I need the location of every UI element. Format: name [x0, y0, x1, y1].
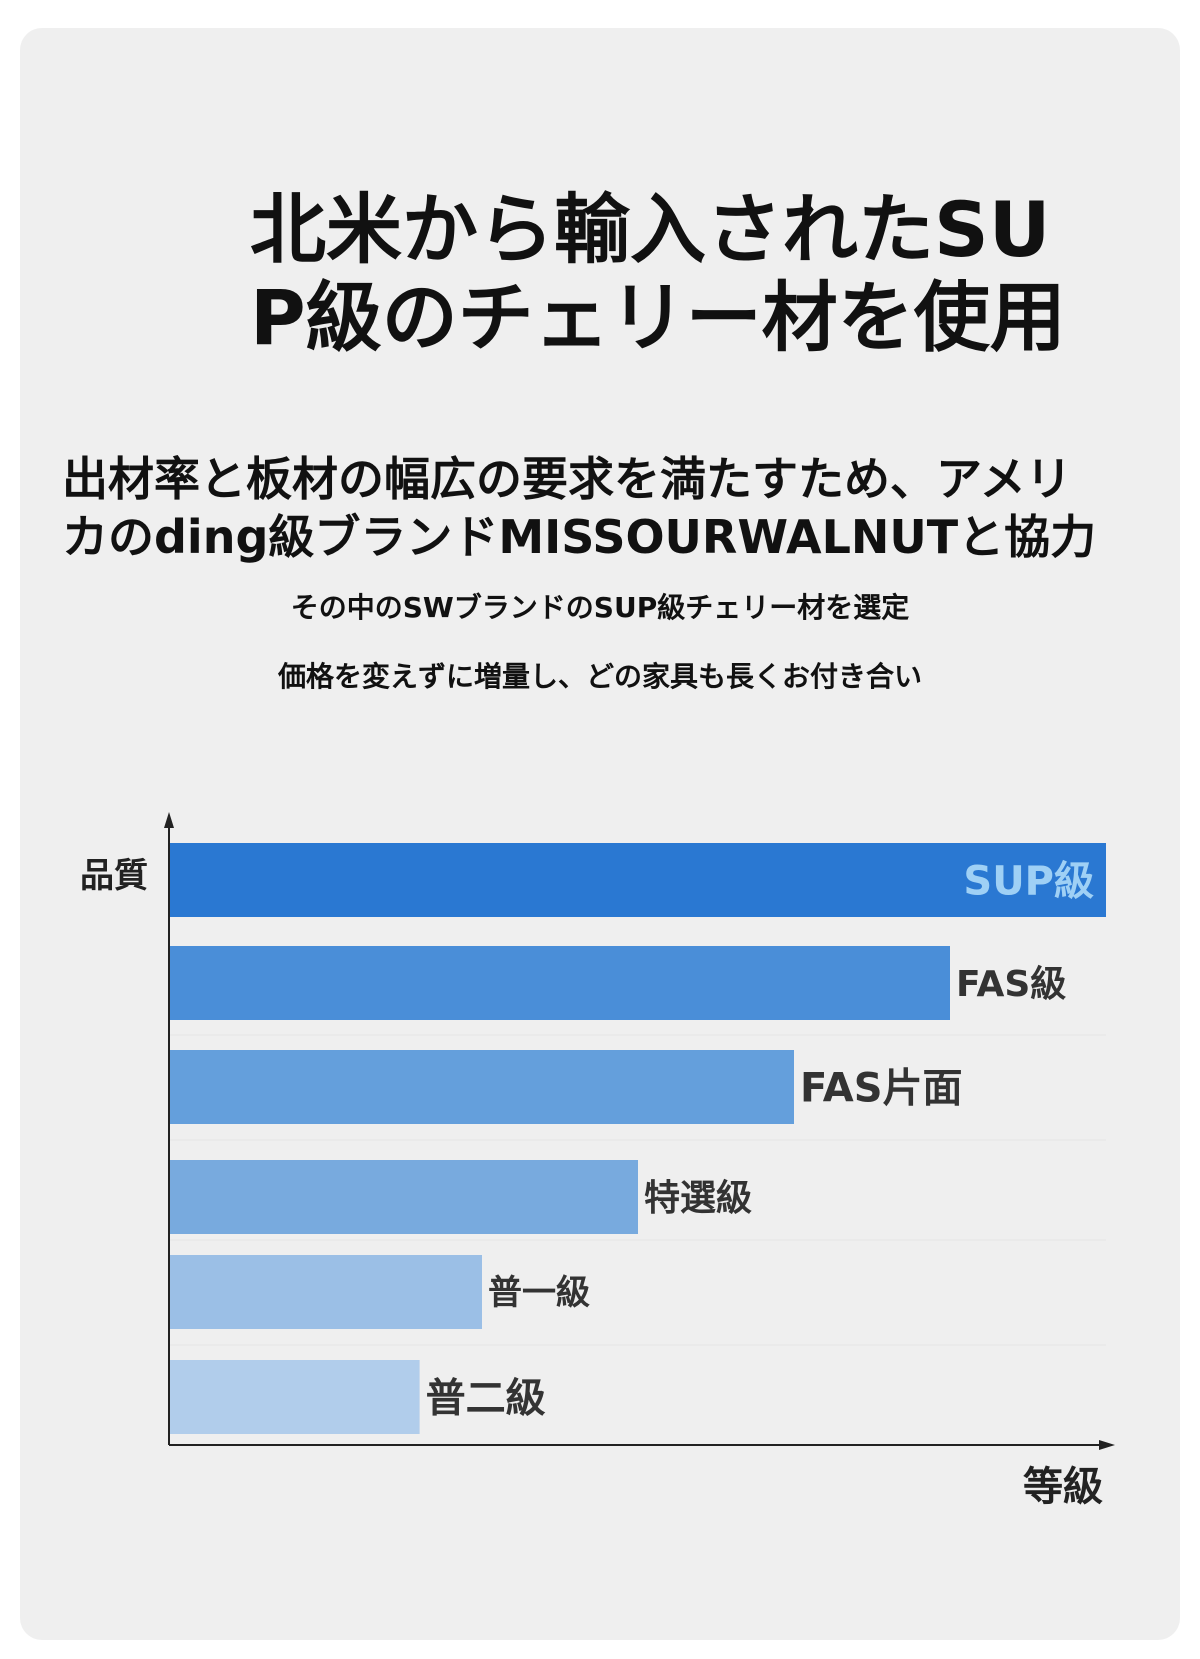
title-line-1: 北米から輸入されたSU [250, 185, 1051, 274]
y-axis-arrow-icon [164, 812, 174, 828]
bars-layer [170, 843, 1106, 1434]
subtitle-line-1: 出材率と板材の幅広の要求を満たすため、アメリ [62, 452, 1072, 506]
x-axis-label: 等級 [1023, 1464, 1103, 1510]
note-line-2: 価格を変えずに増量し、どの家具も長くお付き合い [277, 660, 922, 693]
bar-2 [170, 946, 950, 1020]
bar-label-4: 特選級 [644, 1178, 752, 1219]
title-line-2: P級のチェリー材を使用 [250, 273, 1066, 362]
bar-label-5: 普一級 [488, 1273, 590, 1313]
bar-label-3: FAS片面 [800, 1065, 963, 1111]
subtitle-line-2: カのding級ブランドMISSOURWALNUTと協力 [62, 510, 1097, 564]
x-axis-arrow-icon [1099, 1440, 1115, 1450]
bar-4 [170, 1160, 638, 1234]
bar-6 [170, 1360, 420, 1434]
page-subtitle: 出材率と板材の幅広の要求を満たすため、アメリ カのding級ブランドMISSOU… [62, 450, 1162, 566]
bar-label-2: FAS級 [956, 964, 1066, 1005]
bar-label-6: 普二級 [426, 1375, 546, 1421]
note-line-1: その中のSWブランドのSUP級チェリー材を選定 [290, 591, 910, 624]
y-axis-label: 品質 [80, 856, 148, 896]
page-title: 北米から輸入されたSU P級のチェリー材を使用 [250, 186, 1110, 362]
bar-1 [170, 843, 1106, 917]
bar-5 [170, 1255, 482, 1329]
bar-label-1: SUP級 [963, 858, 1094, 904]
bar-3 [170, 1050, 794, 1124]
